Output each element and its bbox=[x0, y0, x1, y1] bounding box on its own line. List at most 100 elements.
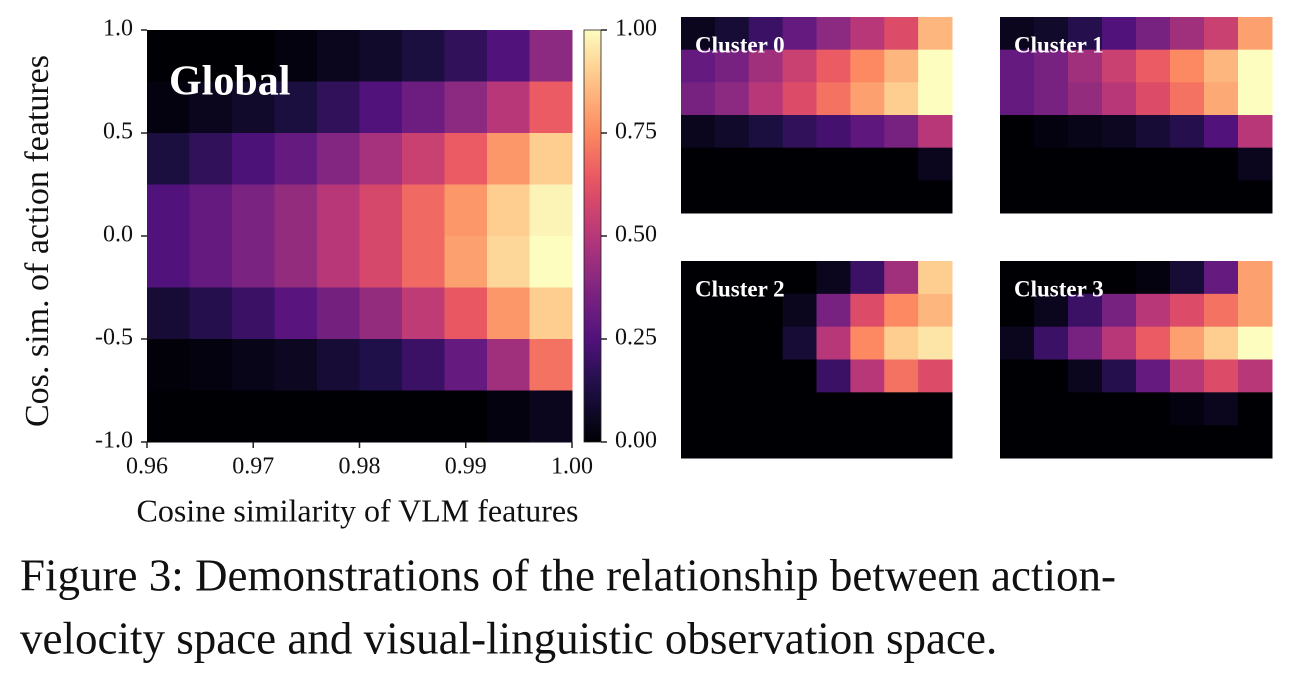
heatmap-cell bbox=[782, 147, 817, 181]
heatmap-cell bbox=[850, 392, 885, 426]
heatmap-cell bbox=[748, 82, 784, 116]
heatmap-cell bbox=[850, 147, 885, 181]
heatmap-cell bbox=[487, 133, 530, 185]
y-tick-label: 1.0 bbox=[103, 16, 133, 42]
heatmap-cell bbox=[1136, 425, 1171, 459]
heatmap-cell bbox=[748, 115, 784, 149]
x-tick-label: 0.98 bbox=[339, 454, 381, 480]
heatmap-cell bbox=[1102, 293, 1137, 328]
heatmap-cell bbox=[918, 147, 953, 181]
heatmap-cell bbox=[918, 17, 953, 51]
heatmap-cell bbox=[884, 261, 919, 295]
heatmap-cell bbox=[1238, 359, 1273, 393]
heatmap-cell bbox=[918, 82, 953, 116]
heatmap-cell bbox=[918, 392, 953, 426]
heatmap-cell bbox=[714, 115, 750, 149]
heatmap-cell bbox=[1136, 359, 1171, 393]
heatmap-cell bbox=[816, 82, 851, 116]
heatmap-cell bbox=[1238, 261, 1273, 295]
heatmap-cell bbox=[444, 390, 488, 443]
heatmap-cell bbox=[1068, 147, 1103, 181]
heatmap-cell bbox=[1204, 115, 1239, 149]
heatmap-cell bbox=[1204, 293, 1239, 328]
heatmap-cell bbox=[359, 390, 403, 443]
heatmap-cell bbox=[274, 81, 318, 134]
heatmap-cell bbox=[884, 17, 919, 51]
heatmap-cell bbox=[681, 147, 716, 181]
heatmap-cell bbox=[782, 359, 817, 393]
colorbar-tick-label: 0.50 bbox=[615, 222, 657, 248]
heatmap-cell bbox=[1000, 261, 1035, 295]
heatmap-cell bbox=[884, 82, 919, 116]
heatmap-cell bbox=[274, 30, 318, 82]
heatmap-cell bbox=[1068, 115, 1103, 149]
heatmap-cell bbox=[487, 236, 530, 288]
heatmap-cell bbox=[1000, 326, 1035, 360]
heatmap-cell bbox=[317, 339, 360, 391]
heatmap-cell bbox=[918, 180, 953, 214]
heatmap-cell bbox=[782, 392, 817, 426]
heatmap-cell bbox=[1068, 180, 1103, 214]
heatmap-cell bbox=[1000, 180, 1035, 214]
heatmap-cell bbox=[444, 236, 488, 288]
heatmap-cell bbox=[681, 115, 716, 149]
heatmap-cell bbox=[317, 236, 360, 288]
y-tick-label: -1.0 bbox=[95, 428, 133, 454]
heatmap-cell bbox=[782, 82, 817, 116]
heatmap-cell bbox=[748, 49, 784, 83]
heatmap-cell bbox=[1000, 82, 1035, 116]
heatmap-cell bbox=[1170, 425, 1205, 459]
panel-title: Cluster 1 bbox=[1014, 32, 1104, 57]
heatmap-cell bbox=[529, 81, 573, 134]
heatmap-cell bbox=[274, 287, 318, 340]
heatmap-cell bbox=[782, 49, 817, 83]
panel-title: Global bbox=[169, 59, 290, 105]
heatmap-cell bbox=[748, 359, 784, 393]
y-tick-label: 0.0 bbox=[103, 222, 133, 248]
heatmap-cell bbox=[1102, 82, 1137, 116]
heatmap-cell bbox=[1204, 82, 1239, 116]
heatmap-cell bbox=[714, 17, 750, 51]
heatmap-cell bbox=[1238, 115, 1273, 149]
heatmap-cell bbox=[317, 133, 360, 185]
heatmap-cell bbox=[850, 425, 885, 459]
heatmap-cell bbox=[681, 293, 716, 328]
heatmap-cell bbox=[1136, 261, 1171, 295]
heatmap-cell bbox=[529, 30, 573, 82]
heatmap-cell bbox=[1238, 17, 1273, 51]
heatmap-cell bbox=[1136, 115, 1171, 149]
heatmap-cell bbox=[1238, 147, 1273, 181]
heatmap-cell bbox=[884, 425, 919, 459]
heatmap-cell bbox=[274, 390, 318, 443]
heatmap-cell bbox=[1204, 49, 1239, 83]
panel-title: Cluster 0 bbox=[695, 32, 785, 57]
heatmap-cell bbox=[1170, 359, 1205, 393]
heatmap-cell bbox=[147, 184, 190, 237]
heatmap-cell bbox=[1034, 49, 1069, 83]
heatmap-cell bbox=[850, 326, 885, 360]
heatmap-cell bbox=[1034, 180, 1069, 214]
heatmap-cell bbox=[748, 17, 784, 51]
heatmap-cell bbox=[1204, 17, 1239, 51]
heatmap-cell bbox=[359, 287, 403, 340]
heatmap-cell bbox=[850, 49, 885, 83]
heatmap-cell bbox=[681, 180, 716, 214]
heatmap-cell bbox=[1102, 392, 1137, 426]
heatmap-cell bbox=[884, 115, 919, 149]
heatmap-cell bbox=[147, 339, 190, 391]
heatmap-cell bbox=[918, 425, 953, 459]
heatmap-cell bbox=[1034, 147, 1069, 181]
heatmap-cell bbox=[748, 326, 784, 360]
heatmap-cell bbox=[884, 392, 919, 426]
caption-line: Figure 3: Demonstrations of the relation… bbox=[20, 550, 1116, 600]
heatmap-cell bbox=[748, 180, 784, 214]
heatmap-cell bbox=[317, 390, 360, 443]
heatmap-cell bbox=[1102, 326, 1137, 360]
heatmap-cell bbox=[402, 339, 445, 391]
heatmap-cell bbox=[1068, 359, 1103, 393]
heatmap-cell bbox=[1034, 392, 1069, 426]
heatmap-cell bbox=[714, 326, 750, 360]
heatmap-cell bbox=[189, 339, 233, 391]
heatmap-cell bbox=[232, 236, 275, 288]
heatmap-cell bbox=[714, 392, 750, 426]
